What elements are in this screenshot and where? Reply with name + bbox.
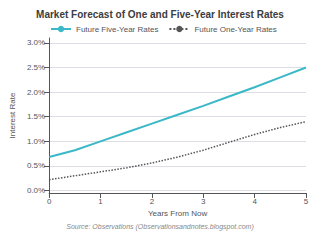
svg-text:2: 2 xyxy=(150,197,155,206)
svg-text:Source: Observations (Observat: Source: Observations (Observationsandnot… xyxy=(66,223,254,231)
svg-text:3: 3 xyxy=(201,197,206,206)
svg-text:2.5%: 2.5% xyxy=(27,63,45,72)
svg-text:2.0%: 2.0% xyxy=(27,88,45,97)
svg-text:0.0%: 0.0% xyxy=(27,186,45,195)
svg-text:Future Five-Year Rates: Future Five-Year Rates xyxy=(76,25,158,34)
svg-text:Future One-Year Rates: Future One-Year Rates xyxy=(194,25,276,34)
svg-text:4: 4 xyxy=(252,197,257,206)
svg-text:1: 1 xyxy=(98,197,103,206)
svg-text:0.5%: 0.5% xyxy=(27,161,45,170)
svg-text:Market Forecast of One and Fiv: Market Forecast of One and Five-Year Int… xyxy=(36,9,284,20)
svg-text:5: 5 xyxy=(304,197,309,206)
svg-text:Years From Now: Years From Now xyxy=(148,209,208,218)
svg-text:Interest Rate: Interest Rate xyxy=(8,92,17,138)
svg-text:1.5%: 1.5% xyxy=(27,112,45,121)
svg-text:1.0%: 1.0% xyxy=(27,137,45,146)
svg-text:3.0%: 3.0% xyxy=(27,38,45,47)
svg-text:0: 0 xyxy=(47,197,52,206)
